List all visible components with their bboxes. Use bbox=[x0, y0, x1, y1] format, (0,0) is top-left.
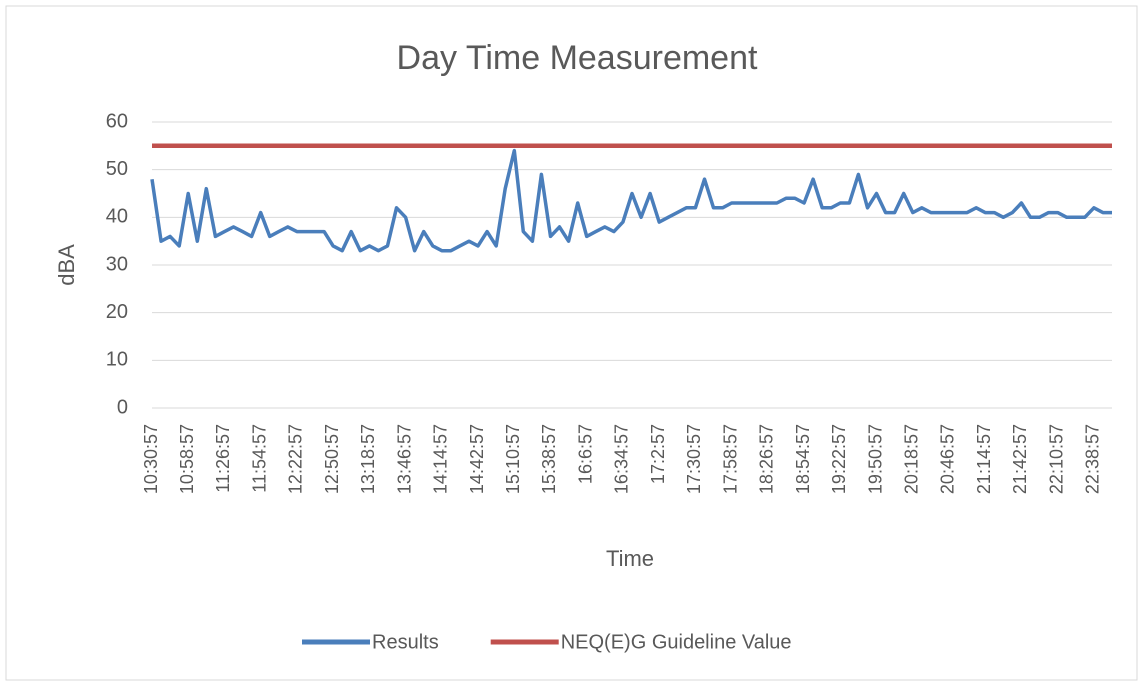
x-tick-label: 14:14:57 bbox=[431, 424, 451, 494]
x-tick-label: 13:18:57 bbox=[358, 424, 378, 494]
x-tick-label: 17:58:57 bbox=[720, 424, 740, 494]
x-tick-label: 19:50:57 bbox=[865, 424, 885, 494]
x-axis-title: Time bbox=[606, 546, 654, 571]
chart-frame bbox=[5, 5, 1138, 681]
y-tick-label: 60 bbox=[106, 110, 128, 132]
x-tick-label: 16:34:57 bbox=[612, 424, 632, 494]
y-tick-label: 50 bbox=[106, 158, 128, 180]
x-tick-label: 18:26:57 bbox=[757, 424, 777, 494]
y-tick-label: 20 bbox=[106, 301, 128, 323]
x-tick-label: 10:58:57 bbox=[177, 424, 197, 494]
series-line bbox=[150, 148, 1112, 253]
x-tick-label: 11:26:57 bbox=[213, 424, 233, 493]
x-tick-label: 12:50:57 bbox=[322, 424, 342, 494]
x-tick-label: 17:2:57 bbox=[648, 424, 668, 484]
x-tick-label: 17:30:57 bbox=[684, 424, 704, 494]
legend-label: NEQ(E)G Guideline Value bbox=[561, 631, 792, 653]
x-tick-label: 20:18:57 bbox=[902, 424, 922, 494]
x-tick-label: 12:22:57 bbox=[286, 424, 306, 494]
y-tick-label: 30 bbox=[106, 253, 128, 275]
y-tick-label: 40 bbox=[106, 206, 128, 228]
x-tick-label: 15:10:57 bbox=[503, 424, 523, 494]
x-tick-label: 10:30:57 bbox=[141, 424, 161, 494]
x-tick-label: 18:54:57 bbox=[793, 424, 813, 494]
x-tick-label: 19:22:57 bbox=[829, 424, 849, 494]
x-tick-label: 11:54:57 bbox=[249, 424, 269, 493]
y-axis-title: dBA bbox=[54, 244, 79, 286]
y-tick-label: 0 bbox=[117, 396, 128, 418]
x-tick-label: 14:42:57 bbox=[467, 424, 487, 494]
x-tick-label: 15:38:57 bbox=[539, 424, 559, 494]
x-tick-label: 21:42:57 bbox=[1010, 424, 1030, 494]
x-tick-label: 21:14:57 bbox=[974, 424, 994, 494]
chart-title: Day Time Measurement bbox=[397, 39, 758, 77]
x-tick-label: 16:6:57 bbox=[575, 424, 595, 484]
x-tick-label: 22:38:57 bbox=[1083, 424, 1103, 494]
legend-label: Results bbox=[372, 631, 439, 653]
x-tick-label: 13:46:57 bbox=[394, 424, 414, 494]
x-tick-label: 22:10:57 bbox=[1046, 424, 1066, 494]
x-tick-label: 20:46:57 bbox=[938, 424, 958, 494]
y-tick-label: 10 bbox=[106, 349, 128, 371]
